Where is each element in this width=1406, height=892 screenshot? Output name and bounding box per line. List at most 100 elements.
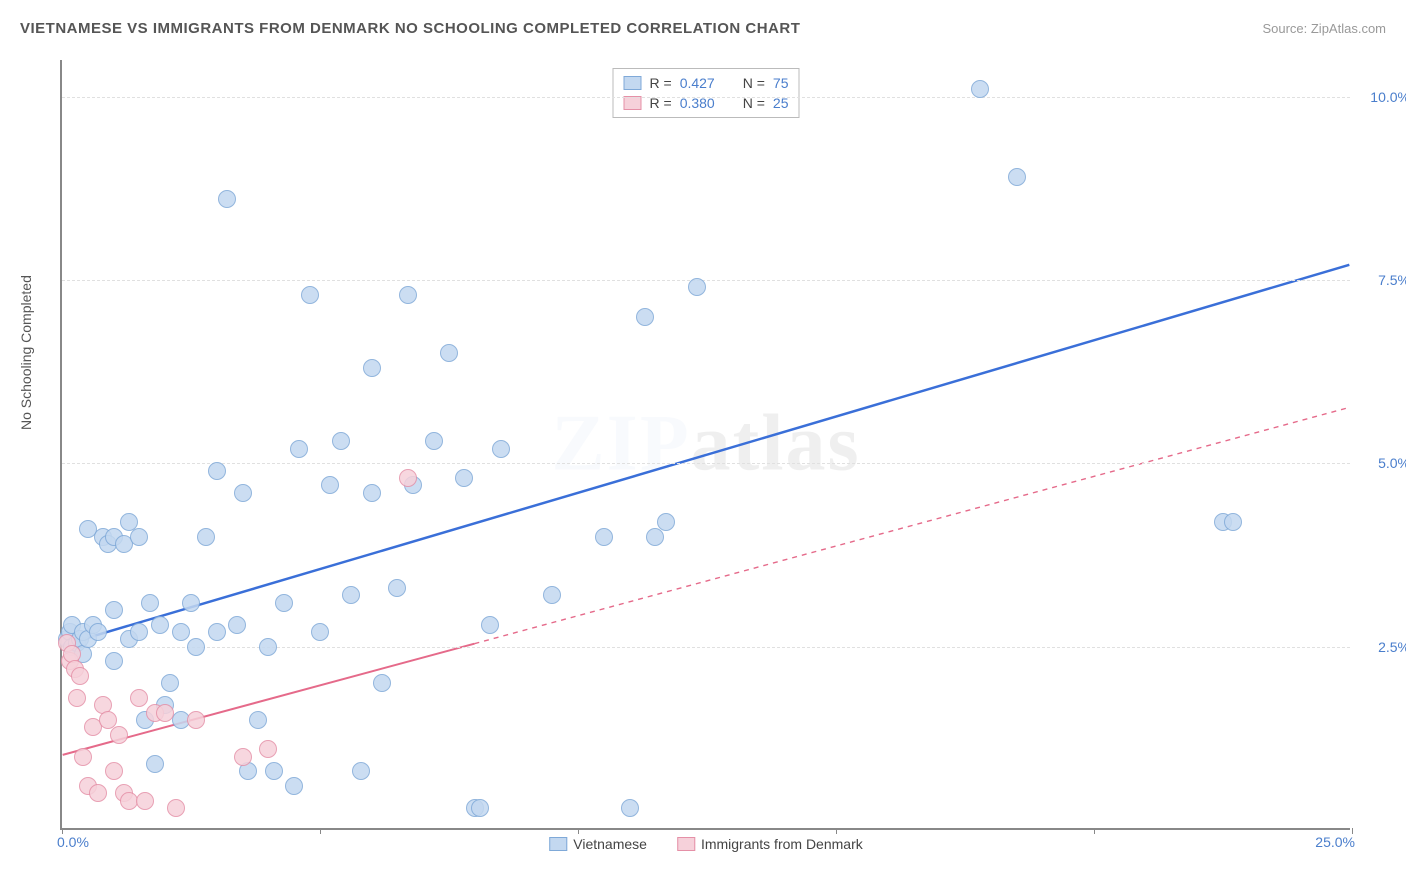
r-value: 0.427	[680, 75, 715, 91]
data-point	[74, 748, 92, 766]
data-point	[301, 286, 319, 304]
x-tick-mark	[578, 828, 579, 834]
data-point	[187, 638, 205, 656]
data-point	[688, 278, 706, 296]
data-point	[455, 469, 473, 487]
data-point	[657, 513, 675, 531]
data-point	[481, 616, 499, 634]
legend-series: Vietnamese Immigrants from Denmark	[549, 836, 863, 852]
swatch-icon	[549, 837, 567, 851]
data-point	[130, 528, 148, 546]
data-point	[89, 623, 107, 641]
x-axis-max-label: 25.0%	[1315, 834, 1355, 850]
legend-series-item: Immigrants from Denmark	[677, 836, 863, 852]
data-point	[234, 484, 252, 502]
n-value: 75	[773, 75, 789, 91]
data-point	[543, 586, 561, 604]
data-point	[182, 594, 200, 612]
data-point	[285, 777, 303, 795]
data-point	[208, 462, 226, 480]
watermark: ZIPatlas	[551, 399, 860, 490]
data-point	[151, 616, 169, 634]
data-point	[259, 638, 277, 656]
data-point	[89, 784, 107, 802]
swatch-icon	[624, 96, 642, 110]
data-point	[136, 792, 154, 810]
data-point	[208, 623, 226, 641]
data-point	[471, 799, 489, 817]
data-point	[363, 359, 381, 377]
data-point	[595, 528, 613, 546]
data-point	[352, 762, 370, 780]
chart-title: VIETNAMESE VS IMMIGRANTS FROM DENMARK NO…	[20, 20, 800, 37]
x-tick-mark	[1094, 828, 1095, 834]
data-point	[130, 623, 148, 641]
legend-series-item: Vietnamese	[549, 836, 647, 852]
y-axis-label: No Schooling Completed	[18, 275, 34, 430]
data-point	[105, 762, 123, 780]
data-point	[275, 594, 293, 612]
data-point	[172, 623, 190, 641]
gridline-h	[62, 280, 1350, 281]
gridline-h	[62, 463, 1350, 464]
data-point	[425, 432, 443, 450]
data-point	[332, 432, 350, 450]
data-point	[105, 652, 123, 670]
y-tick-label: 2.5%	[1378, 639, 1406, 655]
x-axis-min-label: 0.0%	[57, 834, 89, 850]
data-point	[265, 762, 283, 780]
data-point	[197, 528, 215, 546]
data-point	[311, 623, 329, 641]
data-point	[492, 440, 510, 458]
y-tick-label: 10.0%	[1370, 89, 1406, 105]
data-point	[971, 80, 989, 98]
data-point	[621, 799, 639, 817]
data-point	[187, 711, 205, 729]
data-point	[636, 308, 654, 326]
data-point	[1224, 513, 1242, 531]
data-point	[249, 711, 267, 729]
data-point	[290, 440, 308, 458]
data-point	[259, 740, 277, 758]
data-point	[321, 476, 339, 494]
data-point	[161, 674, 179, 692]
legend-stats: R =0.427N =75R =0.380N =25	[613, 68, 800, 118]
swatch-icon	[677, 837, 695, 851]
y-tick-label: 7.5%	[1378, 272, 1406, 288]
legend-series-label: Immigrants from Denmark	[701, 836, 863, 852]
data-point	[234, 748, 252, 766]
data-point	[373, 674, 391, 692]
x-tick-mark	[836, 828, 837, 834]
data-point	[156, 704, 174, 722]
n-label: N =	[743, 75, 765, 91]
data-point	[141, 594, 159, 612]
data-point	[399, 469, 417, 487]
x-tick-mark	[1352, 828, 1353, 834]
data-point	[388, 579, 406, 597]
data-point	[218, 190, 236, 208]
gridline-h	[62, 647, 1350, 648]
y-tick-label: 5.0%	[1378, 455, 1406, 471]
x-tick-mark	[320, 828, 321, 834]
swatch-icon	[624, 76, 642, 90]
data-point	[342, 586, 360, 604]
gridline-h	[62, 97, 1350, 98]
data-point	[228, 616, 246, 634]
data-point	[146, 755, 164, 773]
scatter-chart: ZIPatlas R =0.427N =75R =0.380N =25 Viet…	[60, 60, 1350, 830]
data-point	[110, 726, 128, 744]
data-point	[105, 601, 123, 619]
data-point	[130, 689, 148, 707]
data-point	[363, 484, 381, 502]
data-point	[71, 667, 89, 685]
legend-stat-row: R = 0.427 N = 75	[624, 73, 789, 93]
data-point	[167, 799, 185, 817]
source-label: Source: ZipAtlas.com	[1262, 21, 1386, 36]
header: VIETNAMESE VS IMMIGRANTS FROM DENMARK NO…	[20, 20, 1386, 37]
legend-series-label: Vietnamese	[573, 836, 647, 852]
data-point	[1008, 168, 1026, 186]
data-point	[68, 689, 86, 707]
data-point	[399, 286, 417, 304]
x-tick-mark	[62, 828, 63, 834]
r-label: R =	[650, 75, 672, 91]
